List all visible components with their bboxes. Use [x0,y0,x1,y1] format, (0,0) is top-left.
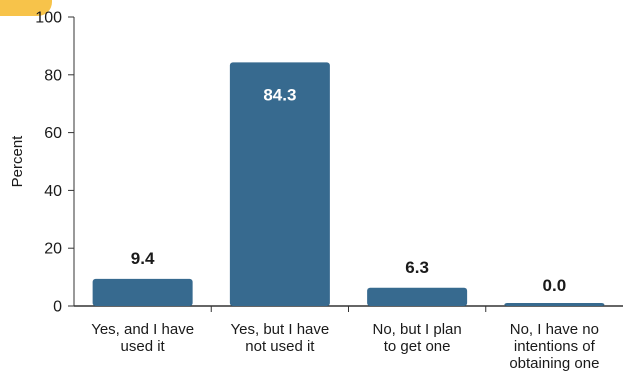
y-tick-label: 80 [44,67,62,84]
y-tick-label: 20 [44,241,62,258]
bar-2 [229,62,330,306]
data-label-2: 84.3 [263,85,296,104]
category-label: obtaining one [509,355,599,372]
category-label: intentions of [514,338,596,355]
data-label-1: 9.4 [131,249,155,268]
corner-accent-decoration [0,0,52,16]
category-label: Yes, and I have [91,321,194,338]
y-tick-label: 0 [53,299,62,316]
category-label: to get one [384,338,451,355]
y-tick-label: 40 [44,183,62,200]
data-label-3: 6.3 [405,258,429,277]
y-tick-label: 100 [35,10,62,27]
bar-3 [367,287,468,306]
category-label: not used it [245,338,315,355]
category-label: Yes, but I have [231,321,330,338]
category-label: No, I have no [510,321,599,338]
y-tick-label: 60 [44,125,62,142]
category-label: used it [121,338,166,355]
category-label: No, but I plan [373,321,462,338]
bar-4 [504,303,605,306]
data-label-4: 0.0 [543,276,567,295]
bar-1 [92,278,193,306]
y-axis-title: Percent [9,135,26,188]
